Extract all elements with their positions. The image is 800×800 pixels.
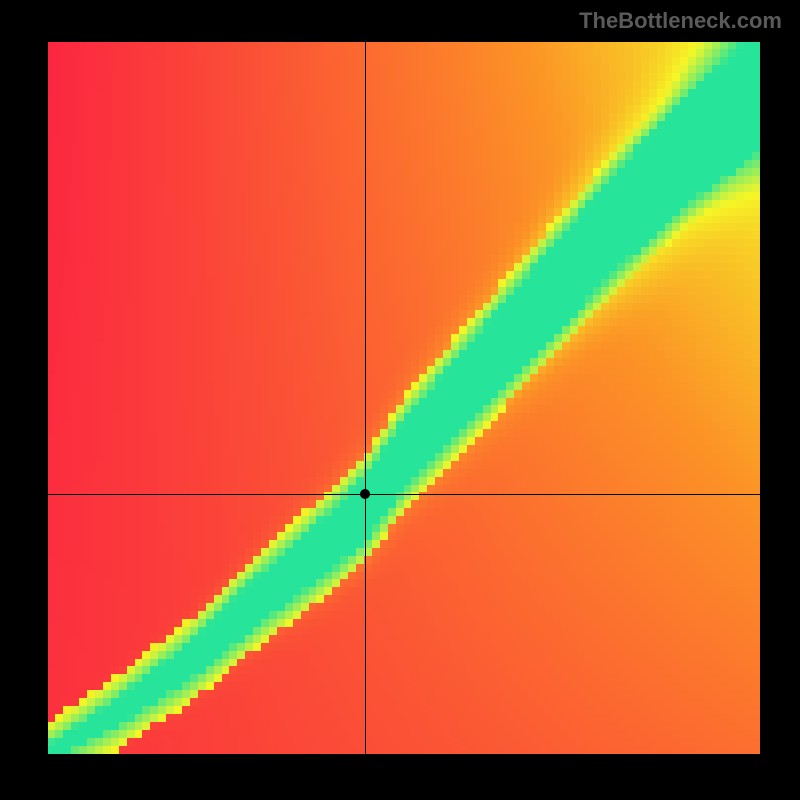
crosshair-marker <box>360 489 370 499</box>
heatmap-canvas <box>48 42 760 754</box>
crosshair-horizontal <box>48 494 760 495</box>
watermark-text: TheBottleneck.com <box>579 8 782 34</box>
heatmap-plot <box>48 42 760 754</box>
crosshair-vertical <box>365 42 366 754</box>
